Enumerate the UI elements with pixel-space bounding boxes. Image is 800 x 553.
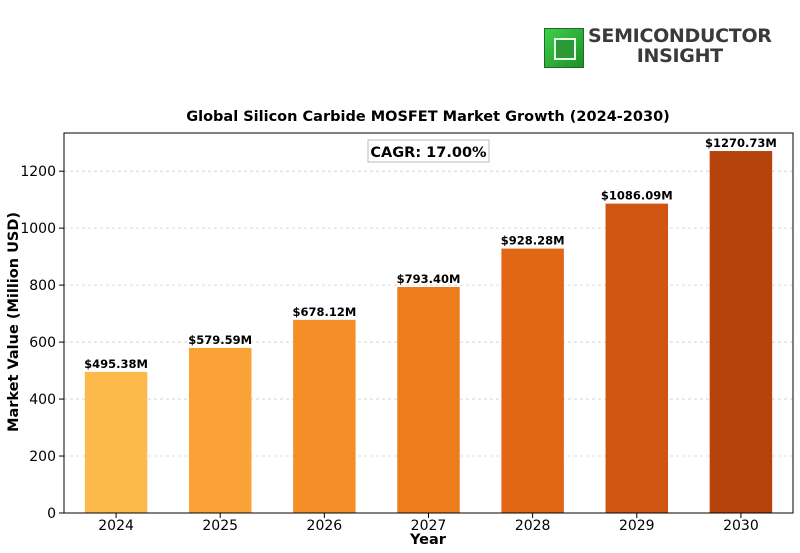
data-label: $1270.73M [705, 136, 777, 150]
data-label: $495.38M [84, 357, 148, 371]
x-axis: 2024 2025 2026 2027 2028 2029 2030 [98, 513, 759, 534]
brand-line-2: INSIGHT [636, 45, 723, 67]
y-axis: 0 200 400 600 800 1000 1200 [20, 164, 64, 522]
cagr-annotation: CAGR: 17.00% [367, 139, 490, 163]
x-axis-label: Year [409, 532, 447, 548]
data-label: $928.28M [501, 234, 565, 248]
bar [605, 203, 669, 514]
x-tick-label: 2029 [619, 518, 655, 534]
cagr-box [367, 139, 490, 163]
bar [709, 151, 773, 513]
x-tick-label: 2025 [202, 518, 238, 534]
y-tick-label: 800 [29, 278, 56, 294]
y-tick-label: 1200 [20, 164, 56, 180]
y-tick-label: 200 [29, 449, 56, 465]
y-axis-label: Market Value (Million USD) [6, 212, 22, 432]
x-tick-label: 2030 [723, 518, 759, 534]
y-tick-label: 600 [29, 335, 56, 351]
x-tick-label: 2026 [307, 518, 343, 534]
chip-icon [544, 28, 584, 68]
brand-name: SEMICONDUCTOR INSIGHT [588, 26, 772, 66]
bars [84, 151, 773, 514]
data-label: $678.12M [292, 305, 356, 319]
chart-title: Global Silicon Carbide MOSFET Market Gro… [186, 109, 670, 125]
data-label: $579.59M [188, 333, 252, 347]
y-tick-label: 0 [47, 506, 56, 522]
bar [501, 248, 564, 513]
bar [293, 319, 356, 513]
plot-frame [63, 132, 794, 514]
x-tick-label: 2027 [411, 518, 447, 534]
cagr-label: CAGR: 17.00% [370, 145, 487, 161]
data-label: $793.40M [397, 272, 461, 286]
data-labels: $495.38M $579.59M $678.12M $793.40M $928.28M… [84, 136, 777, 371]
bar [188, 347, 252, 513]
brand-line-1: SEMICONDUCTOR [588, 25, 772, 47]
x-tick-label: 2028 [515, 518, 551, 534]
bar [84, 371, 148, 513]
bar [397, 286, 460, 513]
data-label: $1086.09M [601, 189, 673, 203]
y-tick-label: 1000 [20, 221, 56, 237]
brand-logo: SEMICONDUCTOR INSIGHT [544, 26, 774, 70]
x-tick-label: 2024 [98, 518, 134, 534]
y-tick-label: 400 [29, 392, 56, 408]
